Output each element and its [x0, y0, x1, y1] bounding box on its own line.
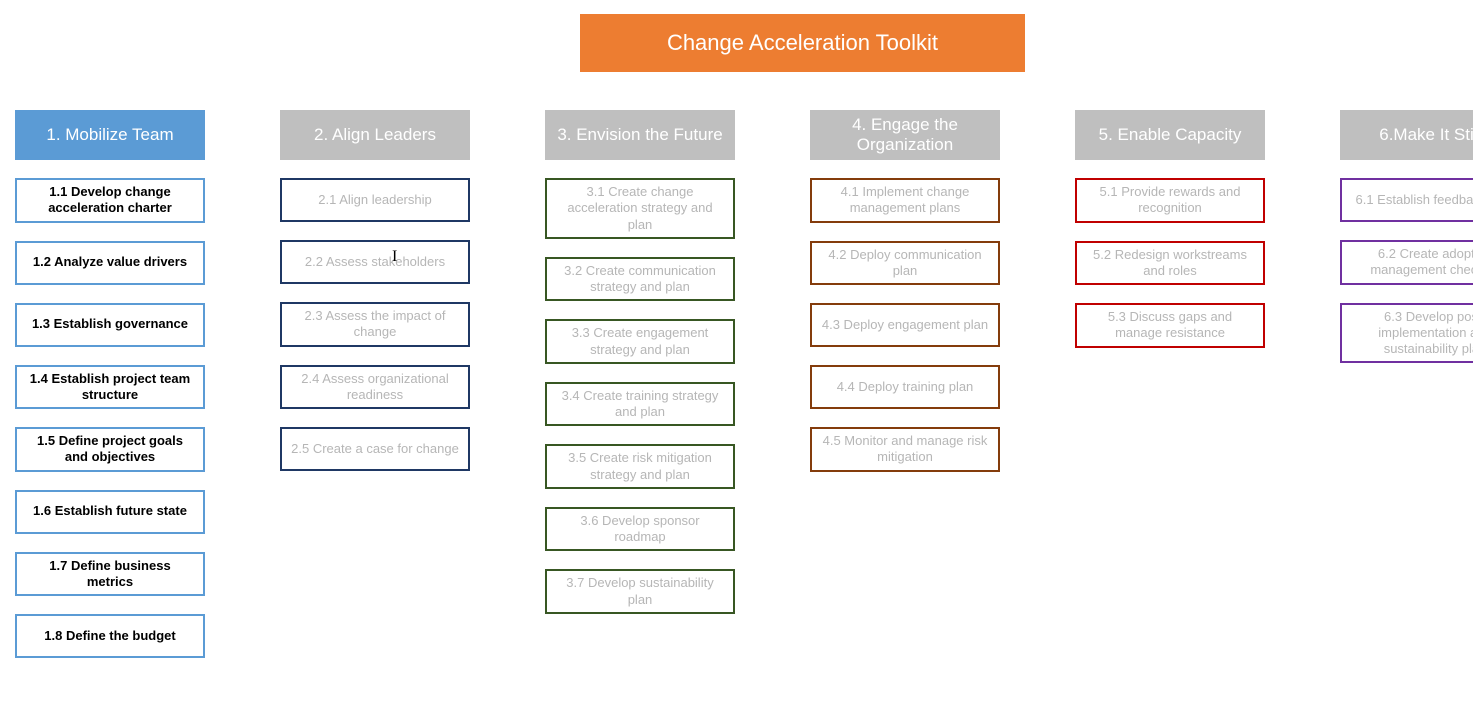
title-text: Change Acceleration Toolkit	[667, 30, 938, 56]
activity-item[interactable]: 2.5 Create a case for change	[280, 427, 470, 471]
activity-item[interactable]: 4.1 Implement change management plans	[810, 178, 1000, 223]
columns-container: 1. Mobilize Team 1.1 Develop change accel…	[15, 110, 1473, 658]
activity-item[interactable]: 4.2 Deploy communication plan	[810, 241, 1000, 286]
activity-item[interactable]: 5.1 Provide rewards and recognition	[1075, 178, 1265, 223]
column-header[interactable]: 1. Mobilize Team	[15, 110, 205, 160]
activity-item[interactable]: 2.4 Assess organizational readiness	[280, 365, 470, 410]
activity-item[interactable]: 3.5 Create risk mitigation strategy and …	[545, 444, 735, 489]
column-header[interactable]: 5. Enable Capacity	[1075, 110, 1265, 160]
column-6: 6.Make It Stick 6.1 Establish feedback lo…	[1340, 110, 1473, 658]
activity-item[interactable]: 3.1 Create change acceleration strategy …	[545, 178, 735, 239]
activity-item[interactable]: 5.3 Discuss gaps and manage resistance	[1075, 303, 1265, 348]
activity-item[interactable]: 1.5 Define project goals and objectives	[15, 427, 205, 472]
activity-item[interactable]: 4.3 Deploy engagement plan	[810, 303, 1000, 347]
activity-item[interactable]: 3.3 Create engagement strategy and plan	[545, 319, 735, 364]
activity-item[interactable]: 1.2 Analyze value drivers	[15, 241, 205, 285]
activity-item[interactable]: 3.2 Create communication strategy and pl…	[545, 257, 735, 302]
activity-item[interactable]: 4.5 Monitor and manage risk mitigation	[810, 427, 1000, 472]
activity-item[interactable]: 3.4 Create training strategy and plan	[545, 382, 735, 427]
activity-item[interactable]: 1.8 Define the budget	[15, 614, 205, 658]
column-header[interactable]: 2. Align Leaders	[280, 110, 470, 160]
column-2: 2. Align Leaders 2.1 Align leadership 2.2 …	[280, 110, 470, 658]
title-banner: Change Acceleration Toolkit	[580, 14, 1025, 72]
activity-item[interactable]: 3.7 Develop sustainability plan	[545, 569, 735, 614]
column-header[interactable]: 4. Engage the Organization	[810, 110, 1000, 160]
activity-item[interactable]: 1.6 Establish future state	[15, 490, 205, 534]
activity-item[interactable]: 1.4 Establish project team structure	[15, 365, 205, 410]
activity-item[interactable]: 4.4 Deploy training plan	[810, 365, 1000, 409]
activity-item[interactable]: 6.2 Create adoption management checklist	[1340, 240, 1473, 285]
activity-item[interactable]: 2.3 Assess the impact of change	[280, 302, 470, 347]
activity-item[interactable]: 1.7 Define business metrics	[15, 552, 205, 597]
activity-item[interactable]: 6.1 Establish feedback loop	[1340, 178, 1473, 222]
column-header[interactable]: 6.Make It Stick	[1340, 110, 1473, 160]
activity-item[interactable]: 1.1 Develop change acceleration charter	[15, 178, 205, 223]
activity-item[interactable]: 3.6 Develop sponsor roadmap	[545, 507, 735, 552]
activity-item[interactable]: 1.3 Establish governance	[15, 303, 205, 347]
column-header[interactable]: 3. Envision the Future	[545, 110, 735, 160]
activity-item[interactable]: 2.1 Align leadership	[280, 178, 470, 222]
activity-item[interactable]: 6.3 Develop post-implementation and sust…	[1340, 303, 1473, 364]
activity-item[interactable]: 2.2 Assess stakeholders	[280, 240, 470, 284]
column-4: 4. Engage the Organization 4.1 Implement …	[810, 110, 1000, 658]
column-3: 3. Envision the Future 3.1 Create change …	[545, 110, 735, 658]
column-5: 5. Enable Capacity 5.1 Provide rewards an…	[1075, 110, 1265, 658]
column-1: 1. Mobilize Team 1.1 Develop change accel…	[15, 110, 205, 658]
activity-item[interactable]: 5.2 Redesign workstreams and roles	[1075, 241, 1265, 286]
